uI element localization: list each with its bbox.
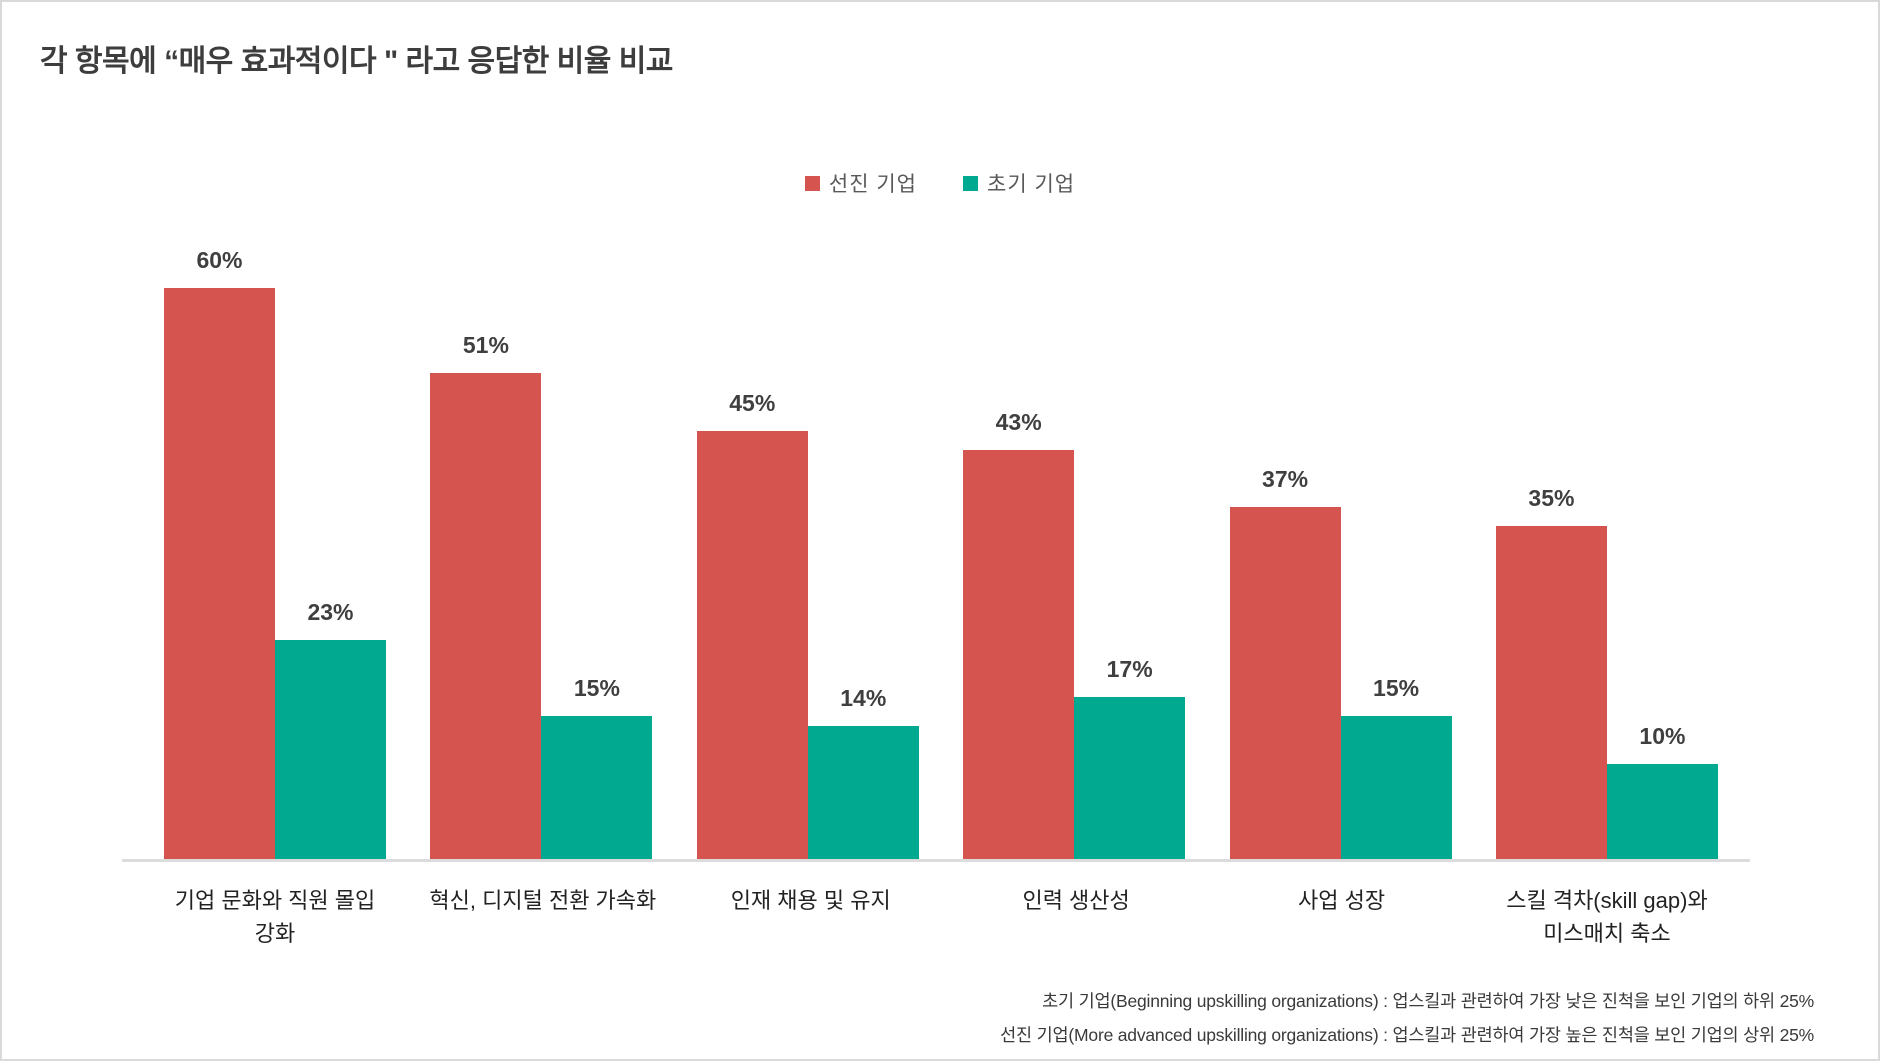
chart-title: 각 항목에 “매우 효과적이다 " 라고 응답한 비율 비교: [40, 45, 673, 78]
bar-value-label: 15%: [573, 675, 620, 701]
bar-beginning-org: [275, 640, 386, 859]
legend-item: 선진 기업: [804, 168, 917, 198]
bar-advanced-org: [1495, 526, 1607, 859]
plot-area: 60% 23% 51% 15% 45% 14% 43% 17% 37% 15% 35% 10%: [164, 2, 1718, 859]
bar-column: 15%: [1340, 675, 1452, 859]
bar-column: 37%: [1229, 466, 1341, 859]
bar-value-label: 35%: [1528, 485, 1575, 511]
legend-item: 초기 기업: [963, 168, 1075, 198]
bar-group: 51% 15%: [430, 332, 653, 859]
bar-advanced-org: [430, 373, 542, 859]
bar-beginning-org: [541, 716, 653, 859]
bar-group: 43% 17%: [963, 409, 1186, 859]
footnote: 초기 기업(Beginning upskilling organizations…: [1042, 991, 1814, 1011]
bar-column: 45%: [696, 390, 808, 859]
category-label: 혁신, 디지털 전환 가속화: [429, 888, 657, 913]
bar-value-label: 60%: [196, 247, 243, 273]
category-labels: 기업 문화와 직원 몰입 강화 혁신, 디지털 전환 가속화 인재 채용 및 유지 인력…: [122, 884, 1750, 950]
bar-value-label: 10%: [1639, 723, 1686, 749]
legend-swatch: [804, 175, 820, 191]
footnotes: 초기 기업(Beginning upskilling organizations…: [1000, 984, 1814, 1052]
bar-value-label: 51%: [462, 332, 509, 358]
bar-column: 23%: [275, 599, 386, 859]
bar-group: 45% 14%: [696, 390, 919, 859]
bar-column: 17%: [1074, 656, 1186, 859]
bar-beginning-org: [807, 726, 919, 859]
footnote: 선진 기업(More advanced upskilling organizat…: [1000, 1025, 1814, 1046]
bar-column: 35%: [1495, 485, 1607, 859]
bar-column: 10%: [1606, 723, 1718, 859]
bar-value-label: 23%: [307, 599, 354, 625]
plot-wrap: 60% 23% 51% 15% 45% 14% 43% 17% 37% 15% 35% 10%: [122, 2, 1750, 862]
bar-beginning-org: [1606, 764, 1718, 859]
bar-column: 14%: [807, 685, 919, 859]
category-label: 스킬 격차(skill gap)와 미스매치 축소: [1506, 888, 1708, 946]
bar-value-label: 45%: [729, 390, 776, 416]
category-label: 인재 채용 및 유지: [730, 888, 891, 913]
legend: 선진 기업 초기 기업: [2, 168, 1878, 198]
bar-beginning-org: [1074, 697, 1186, 859]
bar-column: 51%: [430, 332, 542, 859]
bar-column: 15%: [541, 675, 653, 859]
bar-group: 60% 23%: [164, 247, 386, 859]
bar-value-label: 37%: [1262, 466, 1309, 492]
legend-label: 선진 기업: [828, 173, 917, 196]
legend-swatch: [963, 175, 978, 191]
bar-value-label: 14%: [840, 685, 887, 711]
bar-column: 43%: [963, 409, 1075, 859]
bar-value-label: 15%: [1373, 675, 1420, 701]
bar-column: 60%: [164, 247, 275, 859]
bar-group: 37% 15%: [1229, 466, 1452, 859]
bar-beginning-org: [1340, 716, 1452, 859]
category-label: 기업 문화와 직원 몰입 강화: [174, 888, 376, 946]
bar-advanced-org: [696, 431, 808, 859]
bar-advanced-org: [1229, 507, 1341, 859]
bar-group: 35% 10%: [1495, 485, 1718, 859]
bar-advanced-org: [963, 450, 1075, 859]
bar-value-label: 17%: [1106, 656, 1153, 682]
category-label: 인력 생산성: [1022, 888, 1130, 913]
bar-value-label: 43%: [995, 409, 1042, 435]
category-label: 사업 성장: [1298, 888, 1386, 913]
legend-label: 초기 기업: [987, 173, 1076, 196]
bar-advanced-org: [164, 288, 275, 859]
